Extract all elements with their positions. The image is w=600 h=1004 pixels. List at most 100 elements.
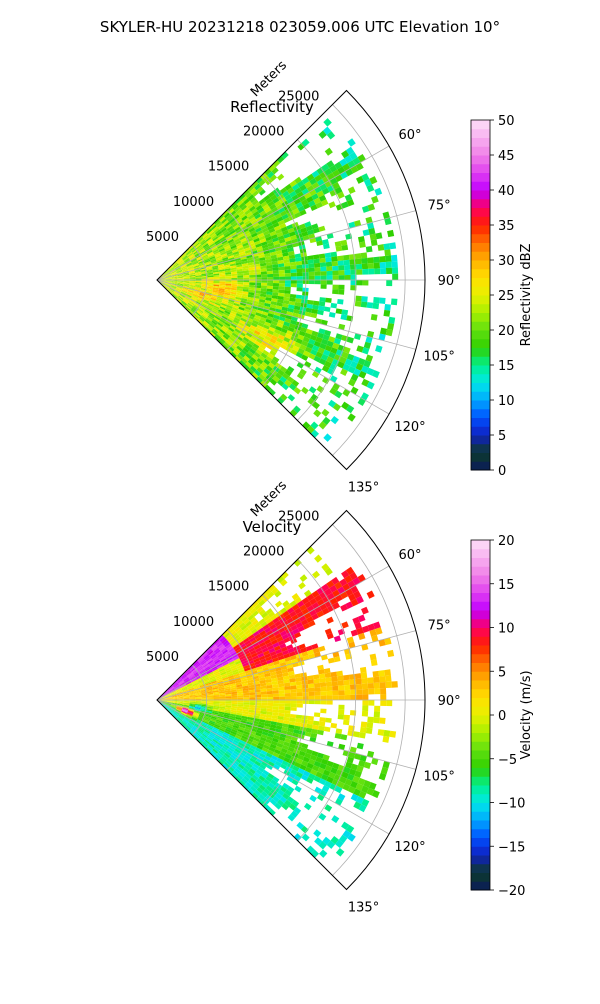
field-cell [321,696,327,700]
field-cell [326,262,332,267]
field-cell [323,433,332,442]
field-cell [328,658,335,664]
field-cell [386,700,392,706]
field-cell [341,621,348,628]
field-cell [362,263,368,269]
field-cell [272,709,278,713]
field-cell [288,394,296,401]
field-cell [237,702,243,704]
field-cell [344,690,350,695]
field-cell [308,679,314,684]
field-cell [326,682,332,687]
field-cell [373,717,379,723]
velocity-field [159,546,398,858]
field-cell [225,276,231,278]
colorbar-segment [471,426,490,435]
field-cell [243,705,249,708]
field-cell [386,280,392,286]
field-cell [285,703,291,707]
field-cell [332,261,338,266]
colorbar-segment [471,654,490,663]
field-cell [344,680,350,686]
field-cell [334,635,341,642]
field-cell [219,282,225,284]
field-cell [291,693,297,697]
colorbar-segment [471,759,490,768]
field-cell [353,731,360,737]
field-cell [249,282,255,285]
field-cell [347,138,355,147]
field-cell [272,687,278,691]
colorbar-segment [471,873,490,882]
field-cell [374,268,380,274]
field-cell [338,270,344,275]
field-cell [332,285,338,290]
colorbar-tick-label: 15 [498,578,515,593]
field-cell [385,255,391,262]
field-cell [337,256,343,261]
field-cell [279,280,285,283]
field-cell [326,686,332,691]
field-cell [362,683,368,689]
field-cell [267,286,273,289]
field-cell [314,712,320,717]
field-cell [391,298,398,305]
field-cell [319,717,325,722]
colorbar-segment [471,768,490,777]
colorbar-segment [471,698,490,707]
field-cell [374,682,380,688]
field-cell [291,280,297,284]
field-cell [392,267,398,273]
field-cell [267,283,273,286]
field-cell [321,409,329,417]
radial-tick-label: 20000 [243,545,284,560]
field-cell [366,246,373,252]
field-cell [261,271,267,274]
field-cell [331,252,338,257]
colorbar-segment [471,855,490,864]
field-cell [278,267,284,271]
field-cell [374,706,380,712]
field-cell [313,674,319,679]
field-cell [370,234,377,241]
field-cell [243,273,249,276]
field-cell [338,285,344,290]
azimuth-tick-label: 135° [348,901,379,916]
field-cell [297,704,303,708]
field-cell [331,416,339,424]
figure-title: SKYLER-HU 20231218 023059.006 UTC Elevat… [100,18,500,36]
field-cell [379,676,385,682]
field-cell [343,255,350,261]
azimuth-tick-label: 120° [394,840,425,855]
field-cell [315,691,321,695]
field-cell [308,259,314,264]
field-cell [361,258,367,264]
field-cell [392,681,398,688]
field-cell [324,668,331,673]
field-cell [384,304,391,311]
field-cell [319,678,325,683]
field-cell [267,706,273,709]
field-cell [327,695,333,700]
field-cell [333,695,339,700]
field-cell [214,277,220,279]
azimuth-tick-label: 105° [424,770,455,785]
field-cell [338,710,344,715]
field-cell [359,241,366,247]
field-cell [319,253,326,258]
field-cell [374,688,380,694]
azimuth-tick-label: 90° [438,694,461,709]
field-cell [277,174,284,181]
field-cell [219,696,225,698]
field-cell [320,682,326,687]
field-cell [371,659,378,666]
field-cell [356,280,362,285]
field-cell [313,259,319,264]
field-cell [389,731,396,738]
field-cell [371,196,379,204]
field-cell [338,690,344,695]
field-cell [361,301,368,307]
colorbar-segment [471,181,490,190]
